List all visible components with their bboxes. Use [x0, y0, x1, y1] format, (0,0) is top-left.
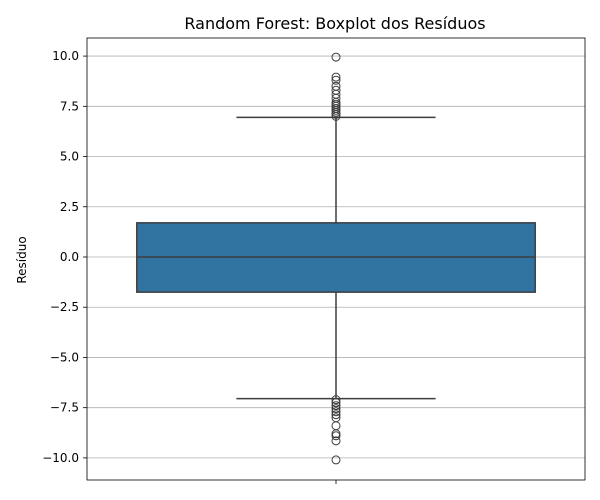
y-tick-label: 2.5: [60, 200, 79, 214]
outlier-point: [331, 421, 341, 431]
y-tick-label: −10.0: [42, 451, 79, 465]
y-axis-label: Resíduo: [15, 236, 29, 283]
outlier-point: [331, 52, 341, 62]
y-tick-label: −7.5: [50, 401, 79, 415]
outlier-point: [331, 410, 341, 420]
outlier-point: [331, 72, 341, 82]
outlier-point: [331, 75, 341, 85]
y-tick-label: 10.0: [52, 49, 79, 63]
outlier-point: [331, 85, 341, 95]
y-tick-label: 5.0: [60, 150, 79, 164]
y-tick-label: −2.5: [50, 300, 79, 314]
outlier-point: [331, 401, 341, 411]
y-tick-label: 7.5: [60, 99, 79, 113]
outlier-points: [331, 52, 341, 465]
outlier-point: [331, 407, 341, 417]
chart-title: Random Forest: Boxplot dos Resíduos: [184, 14, 485, 33]
y-tick-label: −5.0: [50, 350, 79, 364]
outlier-point: [331, 81, 341, 91]
outlier-point: [331, 431, 341, 441]
box-series: [136, 116, 536, 400]
outlier-point: [331, 436, 341, 446]
outlier-point: [331, 455, 341, 465]
axes: 10.0 7.5 5.0 2.5 0.0 −2.5 −5.0 −7.5 −10.0: [42, 37, 586, 484]
outlier-point: [331, 404, 341, 414]
outlier-point: [331, 398, 341, 408]
outlier-point: [331, 395, 341, 405]
y-tick-label: 0.0: [60, 250, 79, 264]
